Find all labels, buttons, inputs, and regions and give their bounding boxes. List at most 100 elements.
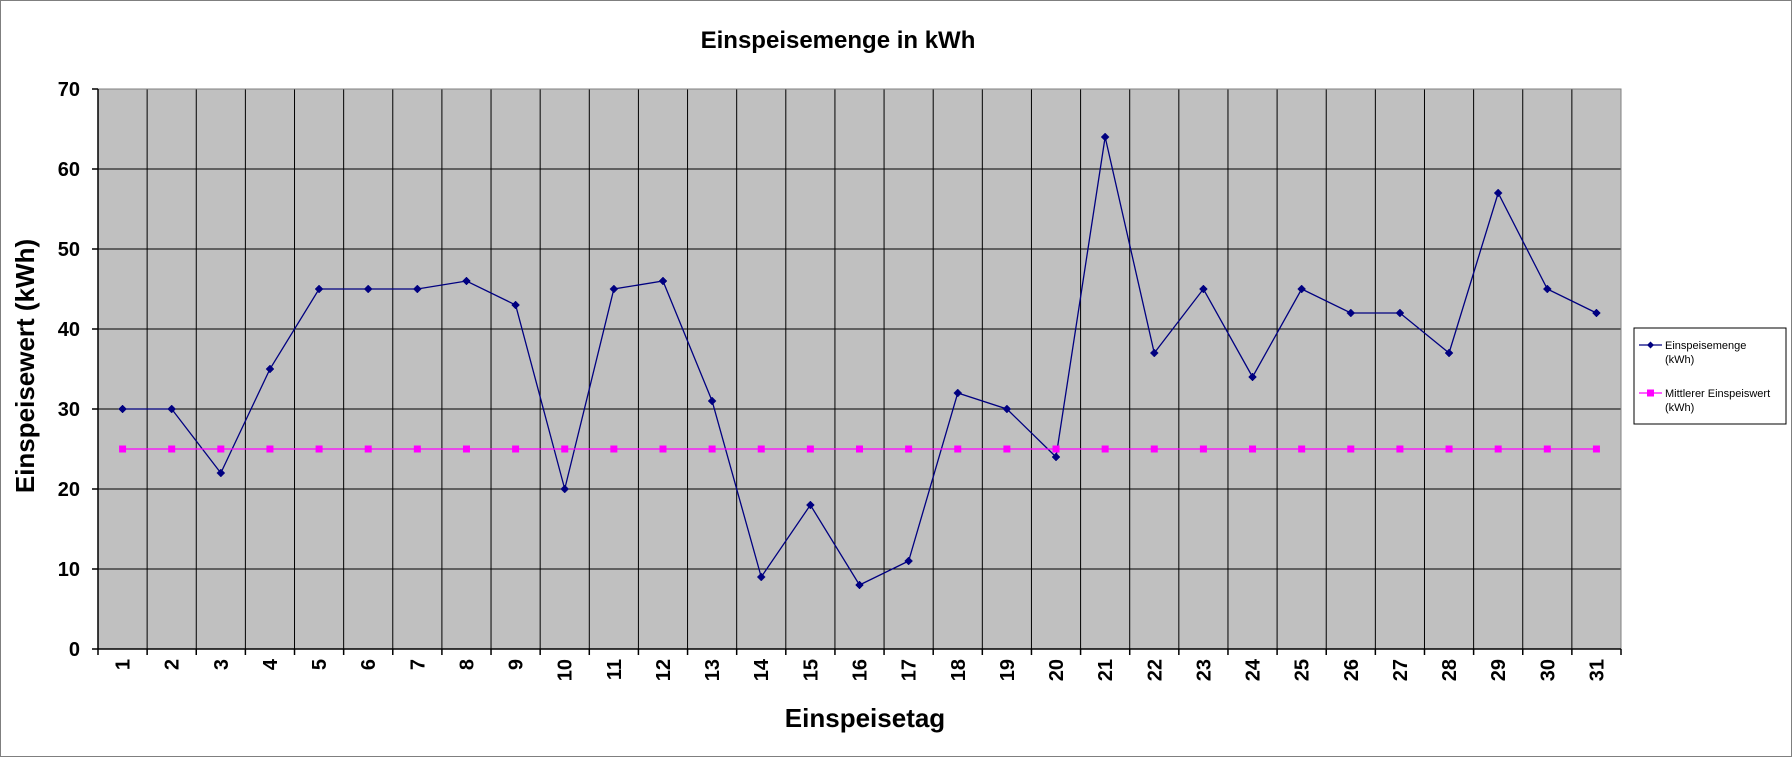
- data-point: [1051, 452, 1061, 462]
- x-axis-ticks: 1 2 3 4 5 6 7 8 9 10 11 12 13 14 15 16 17 18 19 20 21 22 23 24 2…: [97, 649, 1622, 681]
- data-point: [806, 500, 815, 510]
- legend-label: Mittlerer Einspeiswert: [1665, 388, 1770, 400]
- data-point: [1543, 445, 1551, 453]
- x-tick-label: 3: [211, 659, 233, 670]
- data-point: [363, 284, 373, 294]
- data-point: [561, 445, 569, 453]
- data-point: [1199, 284, 1208, 294]
- x-tick-label: 28: [1439, 659, 1461, 681]
- x-tick-label: 30: [1537, 659, 1559, 681]
- series-layer: [118, 132, 1601, 590]
- axes: [97, 88, 1622, 650]
- plot-area: [98, 89, 1621, 649]
- y-tick-label: 50: [58, 239, 80, 261]
- data-point: [953, 388, 963, 398]
- data-point: [512, 445, 520, 453]
- data-point: [364, 445, 372, 453]
- data-point: [1199, 445, 1207, 453]
- data-point: [1493, 188, 1503, 198]
- x-tick-label: 4: [260, 658, 282, 670]
- x-tick-label: 23: [1193, 659, 1215, 681]
- x-tick-label: 5: [309, 659, 331, 670]
- x-tick-label: 31: [1586, 659, 1608, 681]
- data-point: [168, 445, 176, 453]
- data-point: [659, 445, 667, 453]
- data-point: [658, 276, 668, 286]
- data-point: [756, 572, 766, 582]
- data-point: [1298, 445, 1306, 453]
- data-point: [314, 284, 324, 294]
- data-point: [412, 284, 422, 294]
- data-point: [119, 445, 127, 453]
- y-tick-label: 60: [58, 159, 80, 181]
- x-tick-label: 15: [800, 659, 822, 681]
- data-point: [1445, 445, 1453, 453]
- y-tick-label: 30: [58, 399, 80, 421]
- data-point: [1542, 284, 1552, 294]
- data-point: [1249, 445, 1257, 453]
- data-point: [1395, 308, 1405, 318]
- data-point: [855, 580, 864, 590]
- x-axis-title: Einspeisetag: [785, 703, 945, 733]
- data-point: [1101, 445, 1109, 453]
- x-tick-label: 29: [1488, 659, 1510, 681]
- data-point: [1003, 445, 1011, 453]
- data-point: [954, 445, 962, 453]
- data-point: [462, 445, 470, 453]
- y-tick-label: 10: [58, 559, 80, 581]
- y-tick-label: 20: [58, 479, 80, 501]
- legend-entry: Mittlerer Einspeiswert (kWh): [1639, 388, 1770, 414]
- data-point: [904, 556, 913, 566]
- data-point: [266, 445, 274, 453]
- data-point: [806, 445, 814, 453]
- legend-label: (kWh): [1665, 354, 1694, 366]
- x-tick-label: 10: [555, 659, 577, 681]
- data-point: [511, 300, 520, 310]
- x-tick-label: 21: [1095, 659, 1117, 681]
- legend-label: (kWh): [1665, 402, 1694, 414]
- x-tick-label: 14: [751, 658, 773, 681]
- x-tick-label: 7: [407, 659, 429, 670]
- y-tick-label: 70: [58, 79, 80, 101]
- legend-box: [1633, 327, 1787, 425]
- legend-label: Einspeisemenge: [1665, 340, 1746, 352]
- data-point: [610, 445, 618, 453]
- data-point: [707, 396, 717, 406]
- x-tick-label: 2: [162, 659, 184, 670]
- data-point: [560, 484, 570, 494]
- data-point: [216, 468, 226, 478]
- x-tick-label: 18: [948, 659, 970, 681]
- x-tick-label: 8: [456, 659, 478, 670]
- data-point: [1592, 445, 1600, 453]
- data-point: [1002, 404, 1012, 414]
- x-tick-label: 6: [358, 659, 380, 670]
- legend-marker: [1647, 389, 1654, 397]
- vertical-gridlines: [146, 89, 1573, 649]
- data-point: [1100, 132, 1110, 142]
- data-point: [708, 445, 716, 453]
- x-tick-label: 24: [1243, 658, 1265, 681]
- data-point: [265, 364, 275, 374]
- data-point: [1248, 372, 1257, 382]
- data-point: [609, 284, 619, 294]
- data-point: [1592, 308, 1601, 318]
- data-point: [118, 404, 127, 414]
- x-tick-label: 25: [1292, 659, 1314, 681]
- data-point: [1347, 445, 1355, 453]
- x-tick-label: 17: [899, 659, 921, 681]
- data-point: [315, 445, 323, 453]
- x-tick-label: 11: [604, 659, 626, 680]
- data-point: [905, 445, 913, 453]
- data-point: [1149, 348, 1159, 358]
- legend-entry: Einspeisemenge (kWh): [1639, 340, 1746, 366]
- legend: Einspeisemenge(kWh)Mittlerer Einspeiswer…: [1633, 327, 1787, 425]
- data-point: [1444, 348, 1454, 358]
- x-tick-label: 26: [1341, 659, 1363, 681]
- x-tick-label: 20: [1046, 659, 1068, 681]
- data-point: [217, 445, 225, 453]
- series-2: [119, 445, 1600, 453]
- x-tick-label: 16: [850, 659, 872, 681]
- x-tick-label: 27: [1390, 659, 1412, 681]
- plot-background: [98, 89, 1621, 649]
